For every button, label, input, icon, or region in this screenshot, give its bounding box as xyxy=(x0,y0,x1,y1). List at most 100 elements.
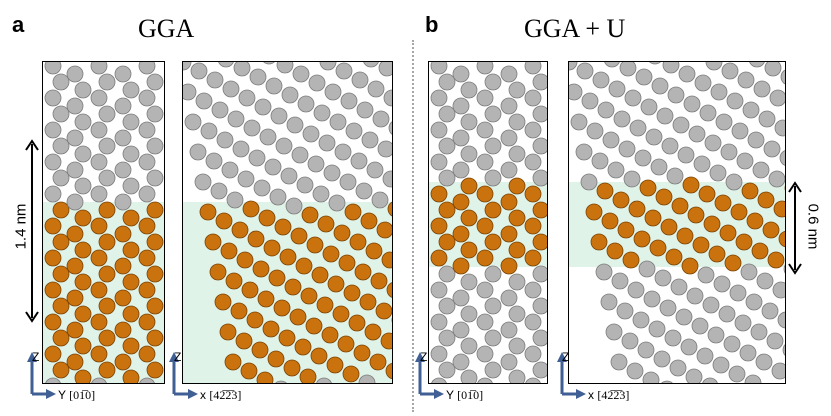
layer-atom xyxy=(114,225,132,243)
host-atom xyxy=(146,105,164,123)
host-atom xyxy=(608,80,626,98)
host-atom xyxy=(340,92,358,110)
host-atom xyxy=(52,105,70,123)
layer-atom xyxy=(214,293,232,311)
host-atom xyxy=(627,281,645,299)
layer-atom xyxy=(215,212,233,230)
host-atom xyxy=(742,101,760,119)
layer-atom xyxy=(204,233,222,251)
layer-atom xyxy=(66,257,84,275)
host-atom xyxy=(532,265,547,283)
layer-atom xyxy=(262,320,280,338)
layer-atom xyxy=(508,177,526,195)
host-atom xyxy=(702,377,718,383)
host-atom xyxy=(618,140,636,158)
host-atom xyxy=(378,62,392,77)
layer-atom xyxy=(452,257,470,275)
host-atom xyxy=(122,113,140,131)
host-atom xyxy=(355,182,373,200)
layer-atom xyxy=(209,263,227,281)
host-atom xyxy=(138,89,156,107)
host-atom xyxy=(705,62,723,71)
host-atom xyxy=(460,113,478,131)
host-atom xyxy=(678,65,696,83)
host-atom xyxy=(600,293,618,311)
host-atom xyxy=(138,185,156,203)
layer-atom xyxy=(299,368,317,383)
host-atom xyxy=(476,345,494,363)
host-atom xyxy=(777,311,785,329)
host-atom xyxy=(270,107,288,125)
host-atom xyxy=(699,104,717,122)
layer-atom xyxy=(484,201,502,219)
host-atom xyxy=(715,113,733,131)
host-atom xyxy=(629,119,647,137)
host-atom xyxy=(623,170,641,188)
host-atom xyxy=(532,169,547,187)
host-atom xyxy=(438,265,456,283)
layer-atom xyxy=(74,273,92,291)
layer-atom xyxy=(44,249,62,267)
axis-triad-b-right xyxy=(557,352,586,399)
layer-atom xyxy=(257,290,275,308)
host-atom xyxy=(653,350,671,368)
host-atom xyxy=(768,170,785,188)
layer-atom xyxy=(235,332,253,350)
host-atom xyxy=(438,329,456,347)
layer-atom xyxy=(240,362,258,380)
layer-atom xyxy=(273,299,291,317)
host-atom xyxy=(222,80,240,98)
host-atom xyxy=(114,161,132,179)
host-atom xyxy=(581,92,599,110)
host-atom xyxy=(744,374,762,383)
layer-atom xyxy=(612,191,630,209)
layer-atom xyxy=(617,221,635,239)
layer-atom xyxy=(386,282,392,298)
host-atom xyxy=(476,121,494,139)
layer-atom xyxy=(252,260,270,278)
layer-atom xyxy=(268,269,286,287)
layer-atom xyxy=(365,242,383,260)
host-atom xyxy=(371,191,389,209)
layer-atom xyxy=(236,251,254,269)
layer-atom xyxy=(452,193,470,211)
layer-atom xyxy=(256,371,274,383)
host-atom xyxy=(350,152,368,170)
layer-atom xyxy=(500,225,518,243)
layer-atom xyxy=(370,272,388,290)
host-atom xyxy=(253,179,271,197)
host-atom xyxy=(532,329,547,347)
layer-atom xyxy=(98,233,116,251)
host-atom xyxy=(780,69,785,85)
layer-atom xyxy=(751,242,769,260)
title-gga-u: GGA + U xyxy=(524,14,626,43)
host-atom xyxy=(430,121,448,139)
layer-atom xyxy=(90,249,108,267)
host-atom xyxy=(592,71,610,89)
host-atom xyxy=(694,74,712,92)
host-atom xyxy=(377,140,392,158)
host-atom xyxy=(292,65,310,83)
host-atom xyxy=(661,380,673,383)
host-atom xyxy=(726,92,744,110)
host-atom xyxy=(718,305,736,323)
host-atom xyxy=(651,77,669,95)
host-atom xyxy=(756,272,774,290)
host-atom xyxy=(361,131,379,149)
layer-atom xyxy=(381,251,392,269)
host-atom xyxy=(649,62,661,65)
layer-atom xyxy=(321,326,339,344)
host-atom xyxy=(484,329,502,347)
host-atom xyxy=(195,92,213,110)
host-atom xyxy=(74,81,92,99)
host-atom xyxy=(613,110,631,128)
host-atom xyxy=(745,293,763,311)
host-atom xyxy=(44,185,62,203)
host-atom xyxy=(484,297,502,315)
host-atom xyxy=(725,173,743,191)
axis-x-a-right: x [42̅2̅3] xyxy=(200,388,242,402)
host-atom xyxy=(66,129,84,147)
host-atom xyxy=(686,287,704,305)
layer-atom xyxy=(122,305,140,323)
layer-atom xyxy=(284,278,302,296)
